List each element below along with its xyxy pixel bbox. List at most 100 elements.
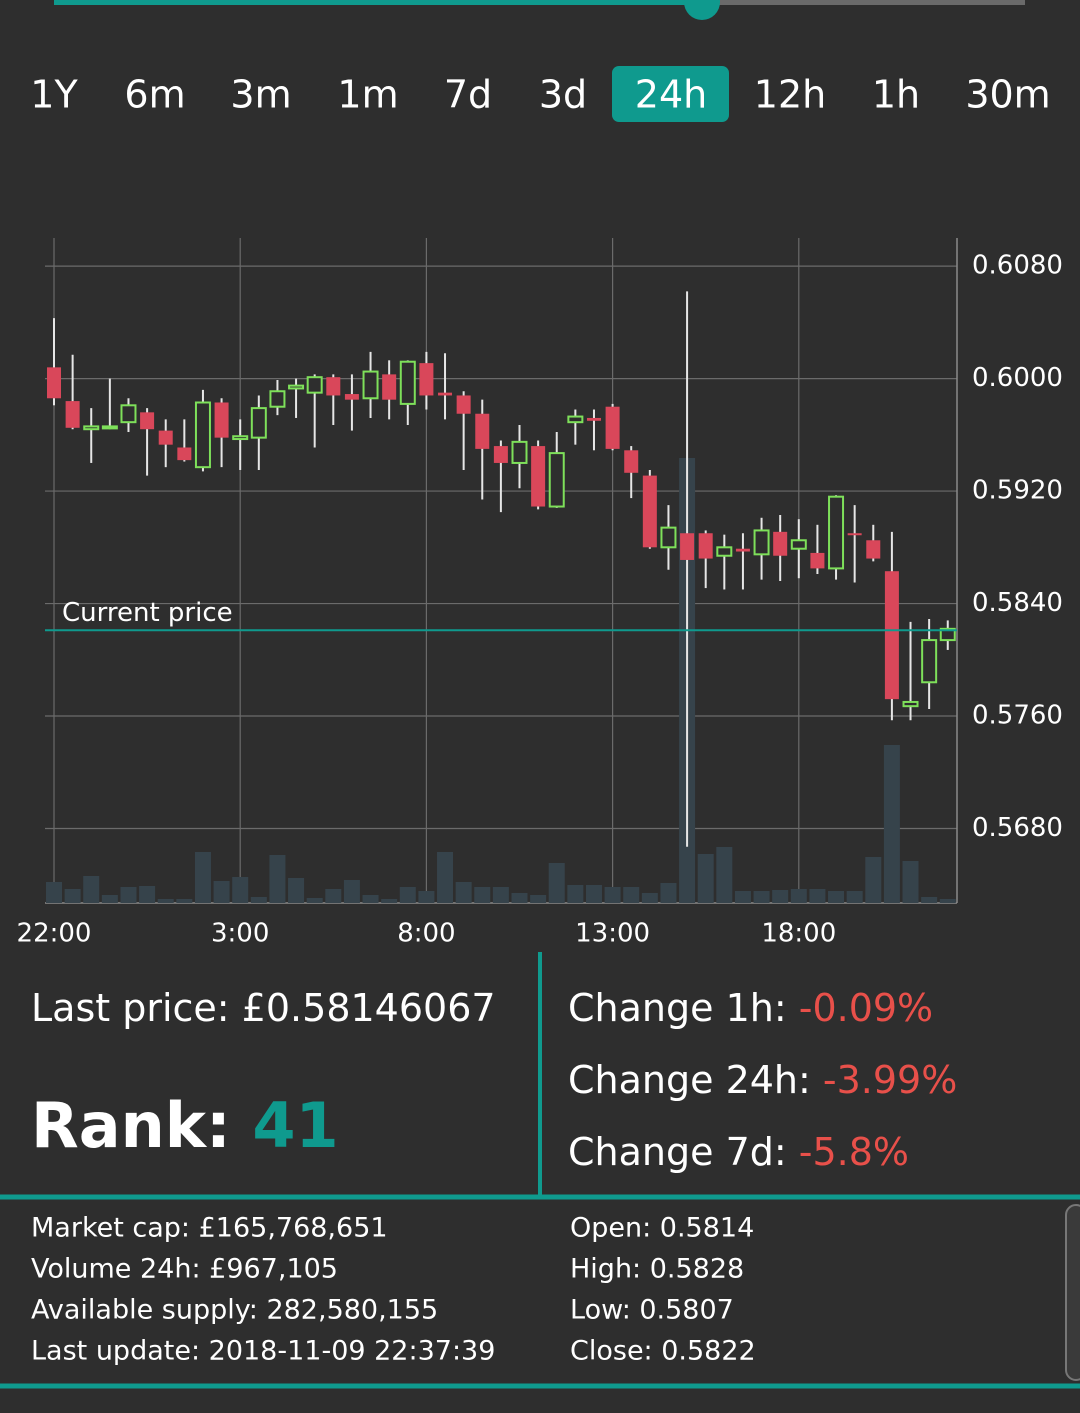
changes: Change 1h: -0.09%Change 24h: -3.99%Chang… — [568, 986, 957, 1174]
value: 41 — [252, 1089, 338, 1162]
down-candle-body — [177, 447, 192, 461]
down-candle-body — [586, 417, 601, 421]
up-candle-body — [902, 700, 919, 708]
volume-bar — [418, 891, 435, 903]
detail: Open: 0.5814 — [570, 1213, 754, 1244]
tab[interactable]: 3d — [539, 73, 587, 117]
volume-bar — [474, 887, 491, 903]
tab[interactable]: 1m — [337, 73, 398, 117]
up-candle-body — [288, 384, 305, 390]
volume-bar — [511, 893, 528, 903]
volume-bar — [288, 878, 305, 903]
up-candle-body — [511, 440, 528, 464]
volume-bar — [64, 889, 81, 903]
volume-bar — [437, 852, 454, 903]
up-candle-body — [716, 546, 733, 557]
down-candle-body — [605, 406, 620, 449]
up-candle-body — [548, 452, 565, 508]
x-tick-label: 8:00 — [397, 919, 455, 949]
down-candle-body — [642, 475, 657, 548]
volume-bar — [46, 882, 62, 903]
detail: Last update: 2018-11-09 22:37:39 — [31, 1336, 495, 1367]
down-candle-body — [326, 377, 341, 396]
volume-bar — [567, 885, 584, 903]
volume-bar — [213, 881, 230, 903]
volume-bar — [176, 899, 193, 903]
tab[interactable]: 3m — [230, 73, 291, 117]
tab[interactable]: 24h — [635, 73, 707, 117]
details: Market cap: £165,768,651 Volume 24h: £967… — [31, 1213, 756, 1367]
y-tick-label: 0.5920 — [972, 476, 1063, 506]
down-candle-body — [531, 446, 546, 507]
down-candle-body — [493, 446, 508, 463]
volume-bar — [660, 883, 677, 903]
up-candle-body — [194, 401, 211, 469]
volume-bar — [585, 885, 602, 903]
label: Change 7d: — [568, 1130, 787, 1174]
volume-bar — [846, 891, 863, 903]
down-candle-body — [735, 548, 750, 552]
down-candle-body — [475, 413, 490, 449]
tab[interactable]: 1Y — [30, 73, 78, 117]
up-candle-body — [101, 425, 118, 430]
label: Change 1h: — [568, 986, 787, 1030]
down-candle-body — [624, 450, 639, 473]
volume-bar — [921, 897, 938, 903]
down-candle-body — [810, 552, 825, 569]
scroll-handle[interactable] — [1065, 1204, 1080, 1381]
detail: Available supply: 282,580,155 — [31, 1295, 438, 1326]
up-candle-body — [120, 404, 137, 424]
down-candle-body — [419, 363, 434, 396]
up-candle-body — [399, 360, 416, 405]
down-candle-body — [214, 402, 229, 438]
down-candle-body — [680, 533, 695, 560]
volume-bar — [139, 886, 156, 903]
tab[interactable]: 30m — [965, 73, 1050, 117]
value: -5.8% — [799, 1130, 909, 1174]
volume-bar — [865, 857, 882, 903]
change: Change 24h: -3.99% — [568, 1058, 957, 1102]
volume-bar — [232, 877, 249, 903]
volume-bar — [828, 891, 845, 903]
down-candle-body — [140, 412, 155, 430]
down-candle-body — [698, 533, 713, 559]
tab[interactable]: 12h — [754, 73, 826, 117]
down-candle-body — [438, 392, 453, 396]
volume-bar — [455, 882, 472, 903]
volume-bar — [269, 855, 286, 903]
volume-bar — [343, 880, 360, 903]
up-candle-body — [828, 495, 845, 570]
volume-bar — [399, 887, 416, 903]
volume-bar — [623, 887, 640, 903]
up-candle-body — [790, 539, 807, 550]
current-price-label: Current price — [62, 598, 233, 628]
volume-bar — [902, 861, 919, 903]
slider-knob[interactable] — [684, 0, 720, 20]
volume-bar — [716, 847, 733, 903]
volume-bar — [83, 876, 100, 903]
volume-bar — [939, 899, 956, 903]
rank: Rank: 41 — [31, 1089, 339, 1162]
up-candle-body — [939, 627, 956, 642]
down-candle-body — [456, 395, 471, 414]
volume-bar — [250, 897, 267, 903]
label: Change 24h: — [568, 1058, 811, 1102]
volume-bar — [753, 891, 770, 903]
x-tick-label: 13:00 — [575, 919, 650, 949]
y-tick-label: 0.6080 — [972, 251, 1063, 281]
volume-bar — [809, 889, 826, 903]
tab[interactable]: 7d — [444, 73, 492, 117]
up-candle-body — [250, 407, 267, 439]
tab[interactable]: 1h — [872, 73, 920, 117]
volume-bar — [194, 852, 211, 903]
change: Change 1h: -0.09% — [568, 986, 933, 1030]
up-candle-body — [921, 639, 938, 684]
volume-bar — [120, 887, 137, 903]
volume-bar — [492, 887, 509, 903]
down-candle-body — [847, 533, 862, 536]
up-candle-body — [753, 529, 770, 556]
tab[interactable]: 6m — [124, 73, 185, 117]
down-candle-body — [884, 571, 899, 700]
volume-bar — [381, 899, 398, 903]
